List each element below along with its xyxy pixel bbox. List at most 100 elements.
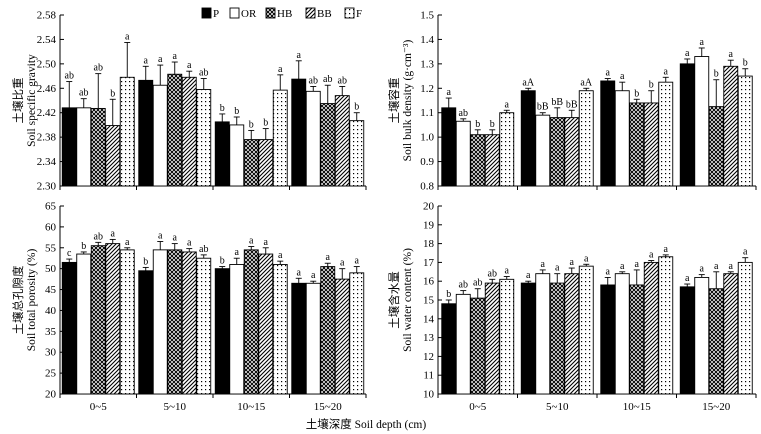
significance-label: b <box>263 118 268 129</box>
y-axis-title-cn: 土壤总孔隙度 <box>11 265 25 334</box>
significance-label: a <box>743 247 748 258</box>
significance-label: aA <box>522 77 534 88</box>
significance-label: a <box>111 228 116 239</box>
y-tick-label: 2.38 <box>37 132 57 144</box>
y-tick-label: 1.4 <box>420 34 434 46</box>
bar-f <box>119 249 135 395</box>
bar-f <box>737 75 753 187</box>
bar-p <box>520 282 536 395</box>
y-axis-title-cn: 土壤容重 <box>387 78 401 124</box>
y-tick-label: 2.46 <box>37 83 57 95</box>
y-tick-label: 2.50 <box>37 58 57 70</box>
y-tick-label: 2.34 <box>37 156 57 168</box>
significance-label: ab <box>323 74 332 85</box>
y-tick-label: 15 <box>423 295 435 307</box>
bar-bb <box>723 65 739 187</box>
bar-f <box>196 257 212 395</box>
significance-label: a <box>187 60 192 71</box>
legend: P OR HB BB F <box>201 7 362 20</box>
bar-hb <box>629 102 645 187</box>
legend-label-bb: BB <box>317 8 332 20</box>
y-tick-label: 12 <box>423 351 434 363</box>
significance-label: a <box>125 31 130 42</box>
bar-or <box>455 293 471 395</box>
y-tick-label: 11 <box>423 370 434 382</box>
y-tick-label: 2.30 <box>37 181 57 193</box>
significance-label: b <box>475 119 480 130</box>
y-tick-label: 16 <box>423 276 435 288</box>
y-tick-label: 0.8 <box>420 181 434 193</box>
y-tick-label: 30 <box>45 347 57 359</box>
significance-label: a <box>173 233 178 244</box>
significance-label: ab <box>79 88 88 99</box>
bar-hb <box>90 245 106 395</box>
x-tick-label: 0~5 <box>469 401 486 413</box>
bar-p <box>520 90 536 187</box>
bar-or <box>229 264 245 395</box>
bar-f <box>658 81 674 187</box>
bar-bb <box>105 125 121 187</box>
significance-label: a <box>158 54 163 65</box>
bar-or <box>305 282 321 395</box>
bar-or <box>76 107 92 187</box>
significance-label: a <box>297 50 302 61</box>
significance-label: a <box>635 259 640 270</box>
y-tick-label: 60 <box>45 221 57 233</box>
legend-label-p: P <box>213 8 219 20</box>
significance-label: bB <box>566 99 578 110</box>
bar-hb <box>470 297 486 395</box>
y-axis-title-en: Soil specific gravity <box>26 54 38 147</box>
bar-or <box>694 276 710 395</box>
significance-label: ab <box>199 244 208 255</box>
bar-hb <box>629 284 645 395</box>
bar-f <box>272 89 288 187</box>
significance-label: a <box>714 261 719 272</box>
bar-hb <box>708 106 724 187</box>
y-tick-label: 45 <box>45 284 57 296</box>
y-tick-label: 18 <box>423 238 435 250</box>
significance-label: a <box>729 261 734 272</box>
bar-f <box>499 112 515 187</box>
significance-label: ab <box>338 75 347 86</box>
bar-hb <box>320 266 336 395</box>
significance-label: a <box>249 236 254 247</box>
significance-label: a <box>606 266 611 277</box>
bar-bb <box>334 95 350 187</box>
significance-label: a <box>311 270 316 281</box>
significance-label: a <box>606 68 611 79</box>
significance-label: b <box>110 88 115 99</box>
significance-label: a <box>649 250 654 261</box>
y-tick-label: 55 <box>45 242 57 254</box>
significance-label: a <box>570 257 575 268</box>
significance-label: a <box>664 66 669 77</box>
bar-or <box>614 90 630 187</box>
bar-hb <box>549 282 565 395</box>
bar-p <box>214 121 230 187</box>
bar-or <box>694 56 710 187</box>
y-tick-label: 13 <box>423 332 435 344</box>
bar-p <box>600 80 616 187</box>
bar-p <box>291 78 307 187</box>
bar-bb <box>181 251 197 395</box>
significance-label: a <box>326 252 331 263</box>
significance-label: b <box>143 256 148 267</box>
bar-bb <box>564 117 580 187</box>
bar-p <box>61 261 77 395</box>
significance-label: a <box>125 237 130 248</box>
significance-label: b <box>714 69 719 80</box>
bar-f <box>349 272 365 395</box>
legend-swatch-bb <box>305 7 316 19</box>
bar-p <box>441 107 457 187</box>
significance-label: a <box>555 263 560 274</box>
significance-label: a <box>173 51 178 62</box>
y-tick-label: 14 <box>423 313 435 325</box>
significance-label: a <box>447 87 452 98</box>
legend-label-f: F <box>356 8 362 20</box>
bar-f <box>349 120 365 187</box>
y-tick-label: 20 <box>45 389 57 401</box>
bar-p <box>138 79 154 187</box>
bar-hb <box>167 73 183 187</box>
significance-label: a <box>505 266 510 277</box>
legend-swatch-p <box>201 7 212 19</box>
bar-or <box>76 253 92 395</box>
